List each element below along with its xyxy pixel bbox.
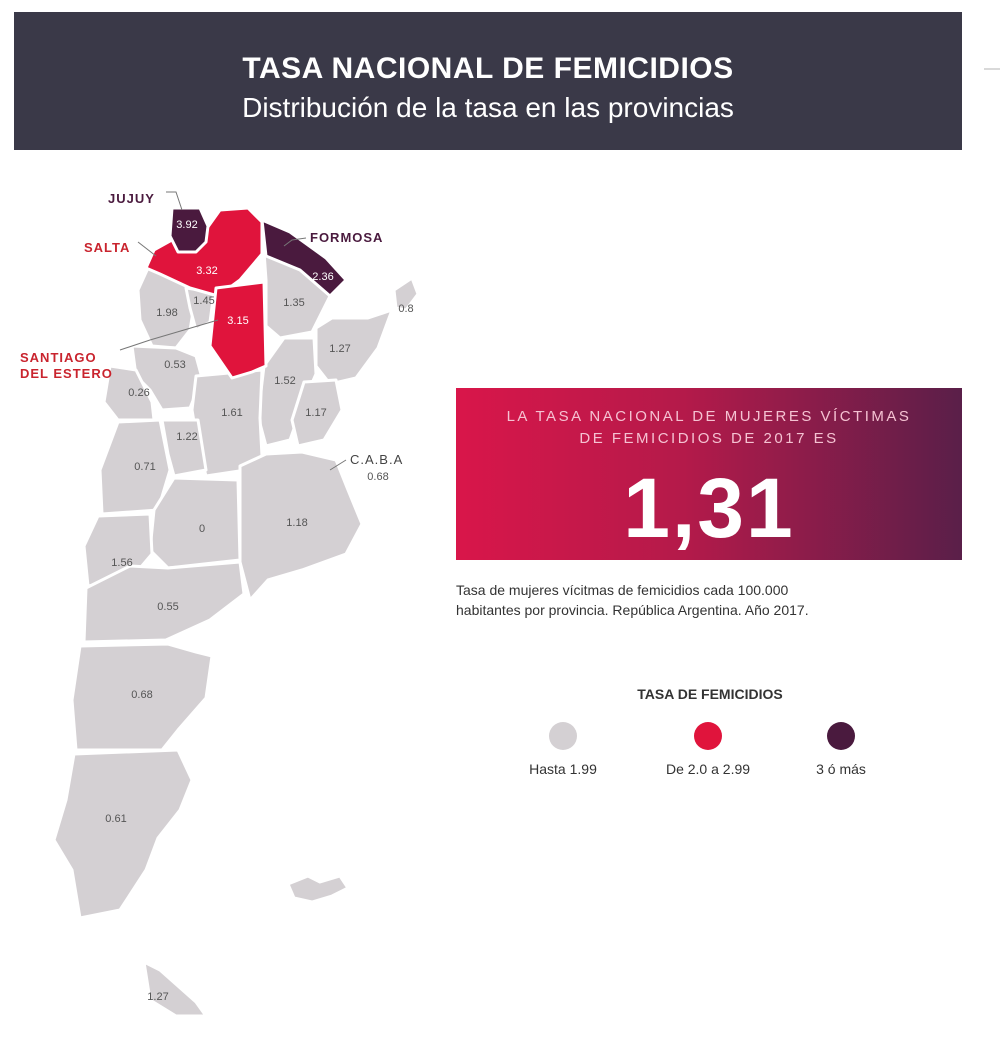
province-rio-negro	[82, 560, 246, 644]
label-jujuy: JUJUY	[108, 191, 155, 206]
value-la-pampa: 0	[199, 523, 205, 535]
leader-salta	[137, 241, 157, 257]
province-jujuy	[168, 206, 210, 254]
label-santiago-line1: SANTIAGO	[20, 350, 97, 365]
value-santiago: 3.15	[227, 315, 248, 327]
legend-swatch-high	[827, 722, 855, 750]
province-corrientes	[314, 308, 394, 386]
province-buenos-aires	[238, 450, 364, 602]
value-catamarca: 1.98	[156, 307, 177, 319]
province-entre-rios	[290, 378, 344, 448]
value-chaco: 1.35	[283, 297, 304, 309]
province-santiago-del-estero	[208, 280, 268, 380]
national-rate-value: 1,31	[623, 461, 795, 555]
legend-swatch-low	[549, 722, 577, 750]
rate-description-line2: habitantes por provincia. República Arge…	[456, 602, 809, 618]
header-banner: TASA NACIONAL DE FEMICIDIOS Distribución…	[14, 12, 962, 150]
value-tierra-del-fuego: 1.27	[147, 991, 168, 1003]
province-santa-cruz	[52, 748, 194, 920]
leader-formosa	[283, 237, 307, 247]
value-neuquen: 1.56	[111, 557, 132, 569]
value-rio-negro: 0.55	[157, 601, 178, 613]
legend-label-low: Hasta 1.99	[529, 761, 597, 777]
province-chubut	[70, 642, 214, 752]
value-san-luis: 1.22	[176, 431, 197, 443]
value-jujuy: 3.92	[176, 219, 197, 231]
label-santiago-line2: DEL ESTERO	[20, 366, 113, 381]
value-chubut: 0.68	[131, 689, 152, 701]
legend-title: TASA DE FEMICIDIOS	[637, 686, 783, 702]
national-rate-box: LA TASA NACIONAL DE MUJERES VÍCTIMAS DE …	[456, 388, 962, 560]
legend-swatch-mid	[694, 722, 722, 750]
province-tierra-del-fuego	[142, 960, 208, 1018]
value-entre-rios: 1.17	[305, 407, 326, 419]
value-misiones: 0.8	[398, 303, 413, 315]
legend-label-high: 3 ó más	[816, 761, 866, 777]
value-santa-cruz: 0.61	[105, 813, 126, 825]
value-mendoza: 0.71	[134, 461, 155, 473]
value-santa-fe: 1.52	[274, 375, 295, 387]
leader-caba	[329, 459, 347, 471]
province-formosa	[260, 218, 348, 298]
value-tucuman: 1.45	[193, 295, 214, 307]
value-corrientes: 1.27	[329, 343, 350, 355]
page-title: TASA NACIONAL DE FEMICIDIOS	[242, 52, 734, 85]
label-formosa: FORMOSA	[310, 230, 383, 245]
edge-divider	[984, 68, 1000, 70]
page-subtitle: Distribución de la tasa en las provincia…	[242, 92, 734, 123]
argentina-map: 3.92 3.32 2.36 3.15 1.98 1.45 1.35 0.8 1…	[20, 191, 420, 1018]
label-salta: SALTA	[84, 240, 130, 255]
leader-jujuy	[166, 191, 183, 211]
value-buenos-aires: 1.18	[286, 517, 307, 529]
rate-description: Tasa de mujeres vícitmas de femicidios c…	[456, 580, 976, 620]
rate-box-line1: LA TASA NACIONAL DE MUJERES VÍCTIMAS	[506, 408, 912, 425]
value-formosa: 2.36	[312, 271, 333, 283]
province-misiones	[392, 276, 420, 312]
value-san-juan: 0.26	[128, 387, 149, 399]
label-caba: C.A.B.A	[350, 452, 403, 467]
rate-description-line1: Tasa de mujeres vícitmas de femicidios c…	[456, 582, 789, 598]
value-salta: 3.32	[196, 265, 217, 277]
value-la-rioja: 0.53	[164, 359, 185, 371]
leader-santiago	[119, 319, 219, 351]
rate-box-line2: DE FEMICIDIOS DE 2017 ES	[579, 430, 839, 447]
value-caba: 0.68	[367, 471, 388, 483]
legend-label-mid: De 2.0 a 2.99	[665, 761, 751, 777]
value-cordoba: 1.61	[221, 407, 242, 419]
islas-malvinas	[286, 874, 350, 904]
